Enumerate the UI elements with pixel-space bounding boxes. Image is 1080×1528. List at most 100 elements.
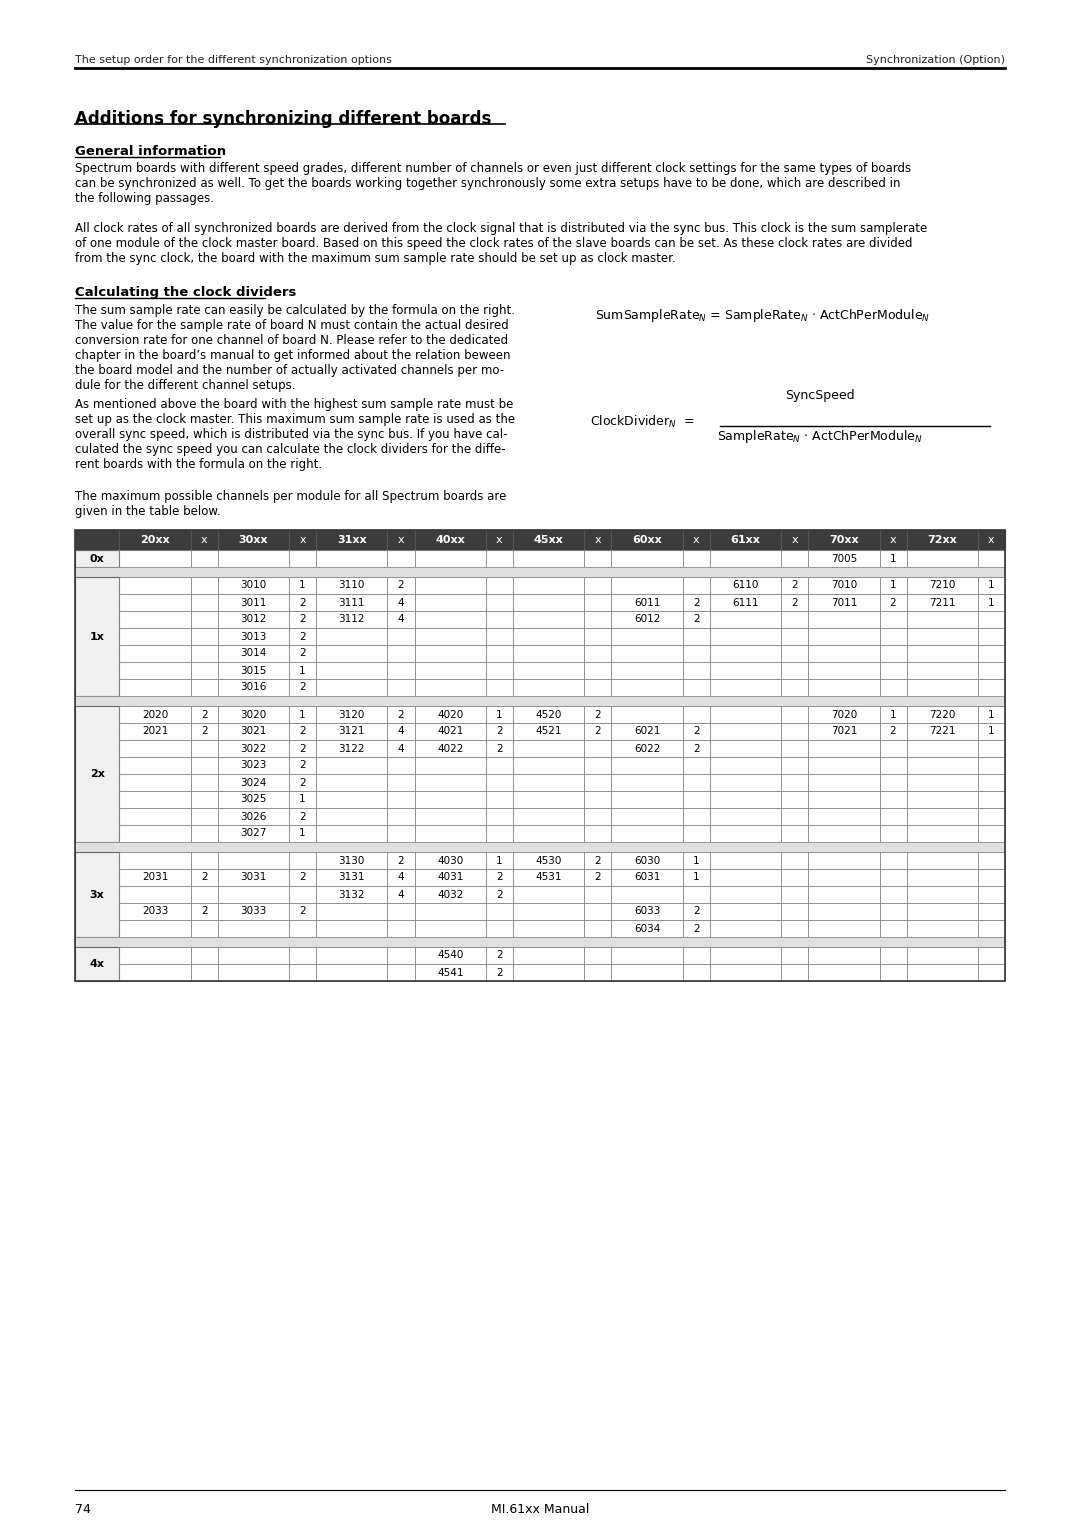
Bar — [415, 530, 486, 550]
Bar — [119, 792, 191, 808]
Bar — [611, 825, 683, 842]
Bar — [486, 662, 513, 678]
Bar — [906, 530, 977, 550]
Bar — [119, 808, 191, 825]
Bar — [388, 530, 415, 550]
Bar — [289, 947, 316, 964]
Bar — [879, 920, 906, 937]
Bar — [513, 825, 584, 842]
Bar — [75, 842, 1005, 853]
Bar — [906, 903, 977, 920]
Bar — [781, 678, 808, 695]
Text: 1: 1 — [890, 553, 896, 564]
Bar — [906, 947, 977, 964]
Bar — [388, 662, 415, 678]
Text: 2: 2 — [890, 726, 896, 736]
Bar — [781, 550, 808, 567]
Bar — [486, 678, 513, 695]
Bar — [316, 886, 388, 903]
Text: 20xx: 20xx — [140, 535, 170, 545]
Bar — [906, 678, 977, 695]
Bar — [218, 706, 289, 723]
Bar — [486, 578, 513, 594]
Text: 2: 2 — [299, 872, 306, 883]
Bar — [316, 530, 388, 550]
Bar — [289, 920, 316, 937]
Text: 4022: 4022 — [437, 744, 463, 753]
Bar — [513, 853, 584, 869]
Bar — [218, 530, 289, 550]
Bar — [191, 886, 218, 903]
Bar — [388, 740, 415, 756]
Text: 3014: 3014 — [240, 648, 267, 659]
Bar — [977, 903, 1005, 920]
Bar — [289, 723, 316, 740]
Text: set up as the clock master. This maximum sum sample rate is used as the: set up as the clock master. This maximum… — [75, 413, 515, 426]
Bar — [611, 947, 683, 964]
Bar — [316, 903, 388, 920]
Bar — [75, 550, 119, 567]
Bar — [611, 611, 683, 628]
Text: 1: 1 — [299, 581, 306, 590]
Text: of one module of the clock master board. Based on this speed the clock rates of : of one module of the clock master board.… — [75, 237, 913, 251]
Bar — [906, 808, 977, 825]
Bar — [808, 594, 879, 611]
Bar — [415, 886, 486, 903]
Bar — [611, 903, 683, 920]
Bar — [119, 723, 191, 740]
Bar — [808, 869, 879, 886]
Text: 3011: 3011 — [240, 597, 267, 608]
Text: 3021: 3021 — [240, 726, 267, 736]
Bar — [683, 628, 710, 645]
Bar — [75, 947, 119, 981]
Bar — [513, 662, 584, 678]
Text: 0x: 0x — [90, 553, 105, 564]
Bar — [683, 964, 710, 981]
Bar — [808, 740, 879, 756]
Bar — [486, 947, 513, 964]
Text: 7210: 7210 — [929, 581, 956, 590]
Text: 2: 2 — [890, 597, 896, 608]
Bar — [584, 530, 611, 550]
Bar — [191, 903, 218, 920]
Bar — [191, 530, 218, 550]
Bar — [119, 628, 191, 645]
Bar — [584, 825, 611, 842]
Bar — [289, 594, 316, 611]
Bar — [415, 678, 486, 695]
Bar — [119, 903, 191, 920]
Bar — [977, 594, 1005, 611]
Bar — [611, 853, 683, 869]
Bar — [879, 903, 906, 920]
Text: conversion rate for one channel of board N. Please refer to the dedicated: conversion rate for one channel of board… — [75, 335, 508, 347]
Text: 6034: 6034 — [634, 923, 660, 934]
Bar — [513, 886, 584, 903]
Text: 3024: 3024 — [240, 778, 267, 787]
Bar — [415, 947, 486, 964]
Bar — [513, 869, 584, 886]
Bar — [75, 937, 1005, 947]
Text: 4x: 4x — [90, 960, 105, 969]
Text: 2: 2 — [299, 811, 306, 822]
Bar — [289, 886, 316, 903]
Text: 6021: 6021 — [634, 726, 660, 736]
Text: 1: 1 — [988, 581, 995, 590]
Bar — [75, 853, 119, 937]
Bar — [879, 808, 906, 825]
Bar — [415, 662, 486, 678]
Bar — [289, 550, 316, 567]
Bar — [879, 869, 906, 886]
Bar — [218, 550, 289, 567]
Text: 2: 2 — [299, 906, 306, 917]
Bar — [977, 611, 1005, 628]
Text: ClockDivider$_N$  =: ClockDivider$_N$ = — [590, 414, 694, 429]
Bar — [808, 947, 879, 964]
Bar — [710, 678, 781, 695]
Bar — [611, 550, 683, 567]
Text: 2020: 2020 — [141, 709, 168, 720]
Bar — [906, 611, 977, 628]
Bar — [388, 808, 415, 825]
Bar — [218, 964, 289, 981]
Bar — [808, 550, 879, 567]
Bar — [415, 964, 486, 981]
